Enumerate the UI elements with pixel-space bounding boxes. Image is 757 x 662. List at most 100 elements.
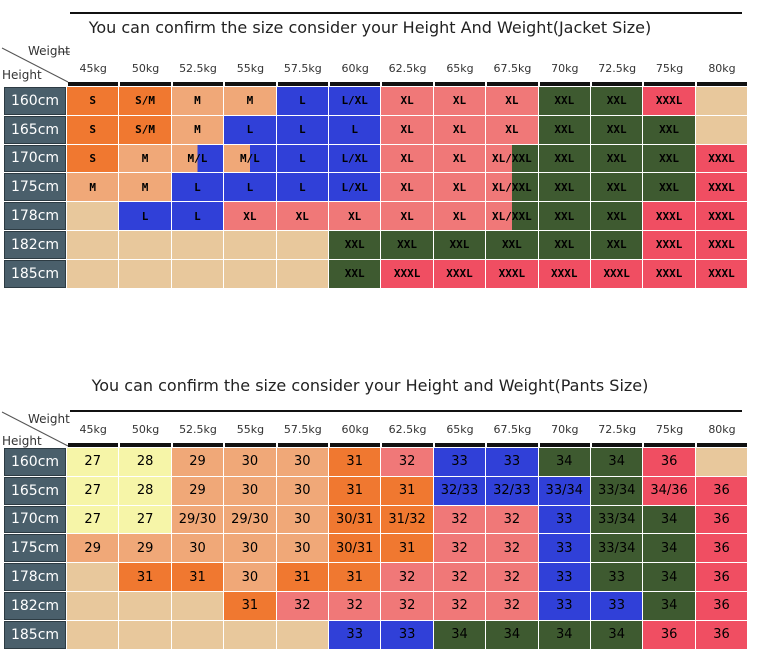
pants-size-cell: 29 bbox=[119, 534, 172, 564]
pants-size-cell: 30 bbox=[224, 476, 277, 506]
jacket-size-cell: XXXL bbox=[486, 259, 539, 289]
pants-size-cell: 33/34 bbox=[591, 476, 644, 506]
pants-size-cell: 34/36 bbox=[643, 476, 696, 506]
pants-header-bar bbox=[434, 443, 486, 447]
jacket-size-cell: XXL bbox=[591, 115, 644, 145]
pants-weight-header: 70kg bbox=[551, 423, 579, 436]
jacket-weight-header: 65kg bbox=[446, 62, 474, 75]
pants-size-cell: 32/33 bbox=[486, 476, 539, 506]
pants-weight-header: 60kg bbox=[341, 423, 369, 436]
jacket-height-axis-label: Height bbox=[2, 68, 42, 82]
pants-size-cell: 34 bbox=[433, 620, 487, 650]
pants-header-bar bbox=[277, 443, 328, 447]
jacket-size-cell: L bbox=[329, 115, 382, 145]
jacket-size-cell: XL bbox=[433, 173, 487, 203]
pants-size-cell: 30 bbox=[276, 448, 329, 477]
jacket-size-cell: S bbox=[67, 87, 120, 116]
pants-header-bar bbox=[644, 443, 695, 447]
pants-size-cell: 31 bbox=[224, 592, 277, 621]
pants-size-cell bbox=[276, 620, 329, 650]
pants-size-cell bbox=[119, 620, 172, 650]
jacket-size-cell: XXL bbox=[591, 173, 644, 203]
jacket-header-bar bbox=[539, 82, 590, 86]
jacket-size-cell: L/XL bbox=[329, 87, 382, 116]
jacket-header-bar bbox=[172, 82, 224, 86]
pants-size-cell: 27 bbox=[67, 505, 120, 535]
jacket-size-cell: M/L bbox=[171, 144, 225, 174]
pants-header-bar bbox=[382, 443, 433, 447]
jacket-size-cell: XXL bbox=[538, 231, 591, 260]
pants-size-cell bbox=[224, 620, 277, 650]
jacket-weight-header: 80kg bbox=[708, 62, 736, 75]
jacket-size-cell: M/L bbox=[224, 144, 277, 174]
pants-size-cell bbox=[67, 592, 120, 621]
pants-size-cell: 28 bbox=[119, 476, 172, 506]
pants-size-cell: 29 bbox=[171, 448, 225, 477]
pants-size-cell: 33 bbox=[329, 620, 382, 650]
pants-size-cell: 34 bbox=[486, 620, 539, 650]
pants-weight-header: 65kg bbox=[446, 423, 474, 436]
pants-height-header: 182cm bbox=[4, 592, 66, 620]
pants-size-cell: 27 bbox=[67, 448, 120, 477]
jacket-size-cell: M bbox=[67, 173, 120, 203]
pants-weight-header: 75kg bbox=[655, 423, 684, 436]
jacket-size-cell: XL/XXL bbox=[486, 173, 539, 203]
jacket-top-rule bbox=[70, 12, 742, 14]
jacket-size-cell: XXXL bbox=[433, 259, 487, 289]
pants-size-cell: 31 bbox=[329, 476, 382, 506]
jacket-size-cell: XXL bbox=[538, 115, 591, 145]
jacket-size-cell: XXL bbox=[538, 202, 591, 231]
pants-height-header: 165cm bbox=[4, 476, 66, 505]
pants-size-cell: 32 bbox=[433, 505, 487, 535]
pants-size-cell bbox=[171, 592, 225, 621]
jacket-weight-header: 60kg bbox=[341, 62, 369, 75]
jacket-size-cell: L bbox=[119, 202, 172, 231]
jacket-size-cell: M bbox=[171, 115, 225, 145]
pants-size-cell: 31 bbox=[171, 563, 225, 592]
pants-header-bar bbox=[592, 443, 643, 447]
jacket-size-cell: L bbox=[171, 173, 225, 203]
pants-size-cell: 32 bbox=[381, 563, 434, 592]
jacket-header-bar bbox=[434, 82, 486, 86]
pants-size-cell: 32 bbox=[276, 592, 329, 621]
pants-size-cell: 32 bbox=[433, 563, 487, 592]
jacket-size-cell: XXXL bbox=[695, 144, 749, 174]
jacket-header-bar bbox=[644, 82, 695, 86]
pants-size-cell: 33 bbox=[591, 592, 644, 621]
pants-size-cell bbox=[695, 448, 749, 477]
jacket-header-bar bbox=[277, 82, 328, 86]
pants-size-cell: 31 bbox=[329, 563, 382, 592]
jacket-height-header: 182cm bbox=[4, 231, 66, 259]
pants-size-cell: 32/33 bbox=[433, 476, 487, 506]
pants-size-cell: 29/30 bbox=[224, 505, 277, 535]
jacket-size-cell: XXL bbox=[591, 231, 644, 260]
jacket-weight-header: 50kg bbox=[131, 62, 160, 75]
jacket-header-bar bbox=[696, 82, 748, 86]
pants-size-cell: 34 bbox=[643, 534, 696, 564]
jacket-size-cell: XL/XXL bbox=[486, 144, 539, 174]
pants-size-cell: 36 bbox=[695, 505, 749, 535]
jacket-size-cell: XXXL bbox=[643, 87, 696, 116]
pants-header-bar bbox=[330, 443, 381, 447]
jacket-header-bar bbox=[382, 82, 433, 86]
pants-size-cell: 30/31 bbox=[329, 505, 382, 535]
jacket-size-cell: XL bbox=[486, 87, 539, 116]
jacket-size-cell: XXXL bbox=[695, 173, 749, 203]
pants-size-cell: 36 bbox=[695, 592, 749, 621]
pants-size-cell: 36 bbox=[695, 534, 749, 564]
jacket-size-cell: XXXL bbox=[695, 259, 749, 289]
jacket-size-cell: XXXL bbox=[591, 259, 644, 289]
pants-size-cell: 32 bbox=[486, 592, 539, 621]
jacket-size-cell: XXL bbox=[486, 231, 539, 260]
pants-size-cell: 30 bbox=[224, 563, 277, 592]
pants-size-cell: 31 bbox=[329, 448, 382, 477]
pants-size-cell: 32 bbox=[381, 448, 434, 477]
jacket-size-cell: XXL bbox=[538, 144, 591, 174]
pants-weight-header: 55kg bbox=[236, 423, 265, 436]
pants-size-cell: 28 bbox=[119, 448, 172, 477]
pants-header-bar bbox=[539, 443, 590, 447]
jacket-size-cell: XXL bbox=[538, 173, 591, 203]
jacket-size-cell: L bbox=[276, 144, 329, 174]
jacket-size-cell: L bbox=[224, 115, 277, 145]
jacket-weight-header: 75kg bbox=[655, 62, 684, 75]
